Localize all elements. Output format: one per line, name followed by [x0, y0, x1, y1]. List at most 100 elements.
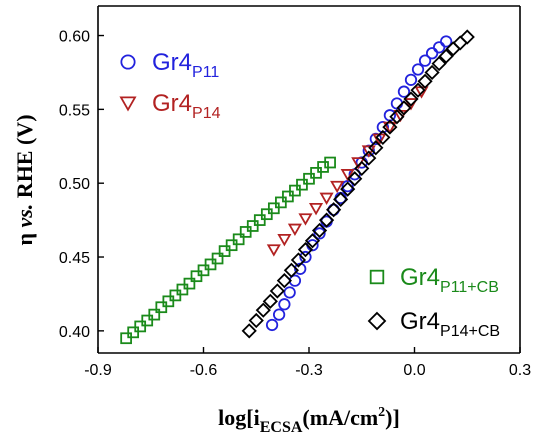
- data-point: [265, 318, 279, 332]
- data-point: [197, 264, 210, 277]
- data-point: [148, 308, 161, 321]
- data-point: [246, 220, 259, 232]
- data-point: [120, 332, 132, 345]
- axis-ticks: -0.9 -0.6 -0.3 0.0 0.3 0.40 0.45 0.50 0.55 0.60: [59, 29, 531, 379]
- data-point: [176, 283, 189, 296]
- data-point: [269, 283, 285, 299]
- legend-label: Gr4P14: [152, 90, 221, 122]
- legend-label: Gr4P11+CB: [400, 264, 499, 296]
- x-axis-title-sup: 2: [378, 405, 385, 420]
- data-point: [283, 262, 300, 278]
- legend-marker: [369, 269, 385, 285]
- data-point: [303, 172, 315, 185]
- data-point: [287, 223, 302, 237]
- data-point: [397, 85, 411, 98]
- data-point: [348, 168, 361, 181]
- data-point: [431, 55, 447, 72]
- legend-entry-p11-cb: Gr4P11+CB: [369, 264, 499, 296]
- data-point: [354, 160, 370, 177]
- data-point: [390, 97, 404, 110]
- legend: Gr4P11 Gr4P14 Gr4P11+CB Gr4P14+CB: [119, 49, 500, 340]
- data-point: [424, 64, 440, 81]
- legend-entry-p11: Gr4P11: [120, 49, 219, 81]
- data-point: [347, 171, 363, 187]
- data-point: [382, 121, 397, 135]
- data-point: [330, 180, 345, 194]
- data-point: [204, 258, 217, 271]
- data-point: [225, 239, 238, 252]
- data-point: [375, 129, 391, 146]
- data-point: [162, 295, 175, 308]
- data-point: [253, 214, 266, 226]
- x-axis-title-sub: ECSA: [260, 419, 303, 436]
- data-point: [404, 73, 418, 86]
- y-tick-label-2: 0.50: [59, 176, 90, 193]
- data-point: [298, 213, 313, 226]
- data-point: [340, 169, 355, 182]
- legend-entry-p14: Gr4P14: [119, 90, 221, 122]
- data-point: [304, 233, 321, 249]
- legend-marker: [120, 54, 136, 70]
- data-point: [410, 82, 426, 98]
- data-point: [389, 109, 405, 125]
- data-point: [459, 29, 475, 45]
- data-point: [452, 35, 468, 51]
- data-point: [272, 308, 286, 321]
- legend-label: Gr4P14+CB: [400, 308, 500, 340]
- legend-label: Gr4P11: [152, 49, 219, 81]
- data-point: [417, 73, 433, 89]
- y-tick-label-3: 0.55: [59, 102, 90, 119]
- series-p14-cb: [241, 29, 475, 339]
- data-point: [127, 326, 140, 339]
- data-point: [232, 233, 245, 246]
- data-point: [418, 54, 432, 67]
- data-point: [275, 196, 287, 209]
- series-p11-cb: [120, 156, 336, 345]
- data-point: [134, 320, 147, 333]
- data-point: [267, 202, 280, 215]
- x-tick-label-1: -0.6: [190, 362, 218, 379]
- data-point: [297, 242, 314, 258]
- data-point: [241, 323, 257, 339]
- data-point: [396, 100, 412, 116]
- data-point: [248, 312, 264, 329]
- data-point: [276, 273, 292, 289]
- x-tick-label-2: -0.3: [295, 362, 323, 379]
- data-point: [440, 35, 453, 48]
- data-point: [326, 202, 342, 218]
- data-point: [155, 301, 168, 314]
- data-point: [266, 244, 281, 257]
- data-point: [282, 190, 294, 203]
- data-point: [318, 212, 335, 228]
- y-tick-label-1: 0.45: [59, 250, 90, 267]
- data-point: [361, 150, 377, 166]
- legend-marker: [367, 311, 387, 331]
- data-point: [299, 250, 312, 264]
- data-point: [306, 239, 319, 252]
- data-point: [260, 208, 273, 221]
- data-point: [262, 293, 278, 309]
- data-point: [432, 41, 446, 54]
- x-tick-label-0: -0.9: [84, 362, 112, 379]
- legend-entry-p14-cb: Gr4P14+CB: [367, 308, 500, 340]
- data-point: [411, 63, 425, 76]
- data-point: [361, 145, 376, 158]
- data-point: [278, 298, 291, 311]
- data-point: [190, 270, 203, 283]
- data-point: [141, 314, 154, 327]
- y-axis-title: η vs. RHE (V): [12, 114, 37, 245]
- data-point: [239, 226, 252, 238]
- x-tick-label-4: 0.3: [509, 362, 531, 379]
- data-point: [319, 192, 334, 205]
- data-point: [438, 48, 454, 64]
- data-point: [310, 167, 322, 179]
- data-point: [169, 289, 182, 302]
- data-point: [255, 302, 271, 318]
- data-point: [333, 191, 349, 208]
- data-point: [324, 156, 336, 169]
- x-tick-label-3: 0.0: [403, 362, 425, 379]
- data-point: [277, 234, 292, 247]
- data-point: [382, 119, 398, 135]
- data-series: [120, 29, 475, 345]
